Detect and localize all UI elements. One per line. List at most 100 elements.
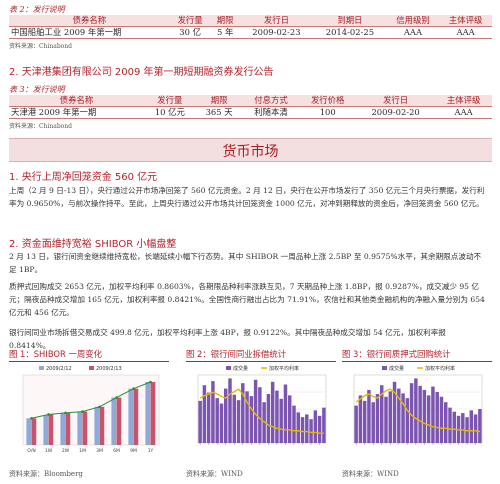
table-cell: 利随本清 — [242, 106, 300, 119]
rate-line — [355, 388, 480, 433]
shibor-chart: O/N 1W 2W 1M 3M 6M 9M 1Y 2009/2/12 2009/2/13 — [9, 363, 169, 465]
bar-2009-2-12 — [26, 418, 32, 445]
volume-bar — [448, 407, 452, 443]
volume-bar — [322, 407, 326, 443]
section-number: 2. — [9, 67, 19, 78]
subsection-number: 1. — [9, 172, 19, 183]
bar-2009-2-13 — [31, 418, 37, 445]
paragraph: 银行间同业市场拆借交易成交 499.8 亿元，加权平均利率上涨 4BP，报 0.… — [9, 328, 446, 350]
x-tick-label: 6M — [113, 448, 120, 454]
figure-rule — [9, 361, 169, 362]
series-point — [149, 380, 152, 384]
series-point — [98, 405, 101, 409]
bar-2009-2-12 — [94, 406, 100, 445]
figure-title: 图 1：SHIBOR 一周变化 — [9, 349, 102, 359]
volume-bar — [283, 384, 288, 443]
table-header: 发行量 — [169, 15, 211, 27]
bar-2009-2-13 — [133, 388, 139, 445]
subsection-heading: 2. 资金面维持宽裕 SHIBOR 小幅盘整 — [9, 235, 176, 250]
bar-2009-2-12 — [43, 415, 49, 445]
x-tick-label: 1Y — [148, 448, 154, 454]
subsection-title: 资金面维持宽裕 SHIBOR 小幅盘整 — [21, 239, 177, 250]
bar-2009-2-13 — [48, 414, 54, 445]
table-cell: AAA — [435, 106, 492, 119]
table-cell: 2009-02-23 — [239, 26, 314, 39]
table-cell: 5 年 — [210, 26, 240, 39]
legend-swatch — [226, 366, 231, 370]
table-row: 中国船舶工业 2009 年第一期 30 亿 5 年 2009-02-23 201… — [9, 26, 492, 39]
repo-chart: 成交量 加权平均利率 — [342, 363, 492, 465]
volume-bar — [418, 385, 422, 443]
volume-bar — [206, 392, 211, 443]
table-cell: 365 天 — [195, 106, 243, 119]
volume-bar — [211, 381, 215, 443]
figure-source: 资料来源：Bloomberg — [9, 470, 83, 478]
volume-bar — [241, 383, 245, 443]
series-point — [30, 416, 33, 420]
volume-bar — [309, 419, 313, 443]
bar-2009-2-12 — [77, 411, 83, 445]
volume-bar — [473, 414, 478, 443]
volume-bar — [317, 415, 322, 443]
legend-label: 加权平均利率 — [425, 365, 455, 372]
shibor-chart-svg: O/N 1W 2W 1M 3M 6M 9M 1Y 2009/2/12 2009/2/13 — [22, 366, 160, 454]
volume-bar — [249, 396, 254, 443]
volume-bar — [224, 388, 228, 443]
table-caption: 表 2：发行说明 — [9, 5, 65, 14]
paragraph: 质押式回购成交 2653 亿元，加权平均利率 0.8603%，各期限品种利率涨跌… — [9, 282, 485, 317]
table-header: 发行量 — [144, 95, 196, 107]
bar-2009-2-13 — [116, 397, 122, 445]
interbank-lending-chart-svg: 成交量 加权平均利率 — [197, 365, 327, 445]
table-header: 期限 — [195, 95, 243, 107]
bar-2009-2-13 — [82, 411, 88, 445]
volume-bar — [422, 389, 427, 443]
volume-bar — [270, 381, 275, 443]
section-heading: 2. 天津港集团有限公司 2009 年第一期短期融资券发行公告 — [9, 63, 274, 78]
legend-label: 成交量 — [389, 365, 404, 372]
volume-bar — [392, 381, 397, 443]
volume-bar — [219, 403, 224, 443]
volume-bar — [380, 385, 384, 443]
bar-2009-2-12 — [145, 382, 151, 445]
bar-2009-2-13 — [99, 406, 105, 445]
volume-bar — [275, 390, 279, 443]
x-tick-label: 3M — [96, 448, 103, 454]
table-header: 主体评级 — [439, 15, 492, 27]
bar-2009-2-12 — [60, 412, 66, 445]
legend-swatch — [39, 366, 44, 370]
section-title: 天津港集团有限公司 2009 年第一期短期融资券发行公告 — [21, 67, 274, 78]
volume-bar — [371, 402, 375, 443]
bar-2009-2-13 — [65, 412, 71, 445]
table-cell: 中国船舶工业 2009 年第一期 — [9, 26, 170, 39]
legend-label: 2009/2/13 — [96, 366, 122, 372]
volume-bar — [313, 410, 318, 443]
table-cell: 100 — [299, 106, 357, 119]
volume-bar — [245, 391, 249, 443]
volume-bar — [198, 400, 202, 443]
subsection-heading: 1. 央行上周净回笼资金 560 亿元 — [9, 168, 157, 183]
volume-bar — [215, 398, 219, 443]
bond-table-2: 债券名称 发行量 期限 发行日 到期日 信用级别 主体评级 中国船舶工业 200… — [9, 15, 492, 39]
volume-bar — [367, 389, 371, 443]
volume-bar — [232, 394, 236, 443]
figure-rule — [186, 361, 336, 362]
rate-line — [199, 388, 324, 434]
table-cell: AAA — [386, 26, 440, 39]
legend-label: 成交量 — [233, 365, 248, 372]
table-source: 资料来源：Chinabond — [9, 123, 72, 130]
paragraph: 2 月 13 日，银行间资金继续维持宽松，长端延续小幅下行态势。其中 SHIBO… — [9, 252, 482, 274]
volume-bar — [452, 411, 456, 443]
volume-bar — [362, 400, 367, 443]
figure-title: 图 2：银行间同业拆借统计 — [186, 349, 287, 359]
table-cell: 2009-02-20 — [356, 106, 436, 119]
table-cell: 30 亿 — [169, 26, 211, 39]
table-cell: AAA — [439, 26, 492, 39]
figure-source: 资料来源：WIND — [342, 470, 399, 478]
volume-bar — [388, 391, 392, 443]
x-tick-label: 9M — [130, 448, 137, 454]
section-banner: 货币市场 — [9, 138, 492, 162]
table-header: 发行日 — [239, 15, 314, 27]
series-line — [31, 381, 151, 419]
table-header: 发行价格 — [299, 95, 357, 107]
volume-bar — [401, 393, 405, 443]
